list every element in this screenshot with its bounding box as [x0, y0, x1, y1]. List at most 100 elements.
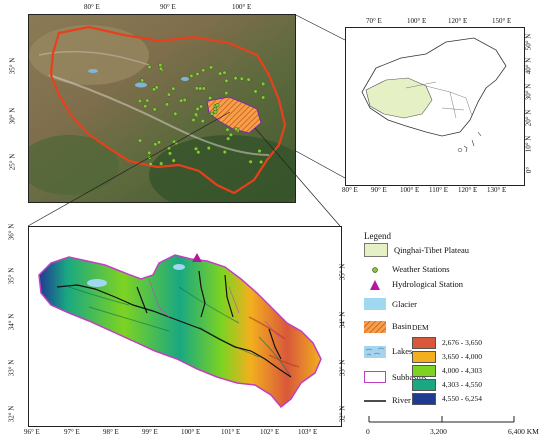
weather-station-dot	[213, 109, 218, 114]
weather-station-dot	[156, 140, 162, 145]
weather-station-icon	[364, 263, 386, 275]
weather-station-dot	[193, 112, 199, 117]
weather-station-dot	[137, 98, 142, 104]
weather-station-dot	[151, 87, 157, 92]
basin-outline	[38, 254, 322, 409]
legend-item-river: River	[364, 394, 411, 406]
weather-station-dot	[253, 89, 258, 94]
scale-label-0: 0	[366, 427, 370, 436]
inset-top-tick-1: 70° E	[366, 17, 382, 25]
weather-station-dot	[261, 95, 266, 100]
dem-class-swatch	[412, 392, 436, 405]
legend-label-hydro: Hydrological Station	[392, 279, 464, 289]
weather-station-dot	[200, 119, 205, 124]
river-line-icon	[364, 394, 386, 406]
weather-station-dot	[228, 132, 233, 137]
tl-x-tick-2: 90° E	[160, 3, 176, 11]
basin-yl-tick-5: 32° N	[7, 405, 16, 423]
weather-station-dot	[147, 65, 152, 70]
weather-station-dot	[158, 63, 163, 68]
weather-station-dot	[206, 146, 211, 151]
scale-label-mid: 3,200	[430, 427, 447, 436]
basin-swatch	[364, 320, 386, 333]
weather-station-dot	[148, 162, 153, 167]
weather-station-dot	[193, 146, 199, 151]
weather-station-dot	[153, 142, 158, 147]
weather-station-dot	[171, 86, 176, 91]
weather-station-dot	[209, 65, 214, 70]
weather-station-dot	[222, 70, 227, 75]
weather-station-dot	[209, 111, 214, 116]
weather-station-dot	[145, 98, 150, 103]
weather-station-dot	[199, 104, 204, 109]
weather-station-dot	[154, 85, 159, 90]
inset-bottom-tick-5: 120° E	[458, 186, 478, 194]
legend-label-river: River	[392, 395, 411, 405]
basin-x-tick-8: 103° E	[298, 428, 318, 436]
scale-bar	[368, 416, 515, 423]
legend-item-glacier: Glacier	[364, 298, 417, 310]
legend-label-lakes: Lakes	[392, 346, 413, 356]
weather-station-dot	[246, 77, 251, 82]
inset-bottom-tick-4: 110° E	[429, 186, 449, 194]
weather-station-dot	[226, 136, 231, 141]
inset-y-tick-4: 20° N	[524, 109, 533, 127]
basin-dem-map	[28, 226, 342, 427]
weather-station-dot	[208, 95, 213, 101]
hydrological-station-marker	[192, 253, 202, 262]
lakes-swatch	[364, 345, 386, 358]
legend-item-weather: Weather Stations	[364, 263, 450, 275]
dem-title: DEM	[412, 323, 429, 332]
basin-x-tick-7: 102° E	[260, 428, 280, 436]
basin-yl-tick-2: 35° N	[7, 267, 16, 285]
weather-station-dot	[179, 98, 184, 103]
legend-item-plateau: Qinghai-Tibet Plateau	[364, 243, 469, 257]
basin-yl-tick-3: 34° N	[7, 313, 16, 331]
inset-y-tick-6: 0°	[525, 166, 534, 174]
legend-label-plateau: Qinghai-Tibet Plateau	[394, 245, 469, 255]
inset-top-tick-4: 150° E	[492, 17, 512, 25]
tl-x-tick-3: 100° E	[232, 3, 252, 11]
weather-station-dot	[222, 149, 227, 155]
weather-station-dot	[171, 158, 176, 163]
legend-label-subbasins: Subbasins	[392, 372, 427, 382]
legend-item-subbasins: Subbasins	[364, 371, 426, 383]
weather-station-dot	[167, 151, 173, 156]
dem-class-label: 2,676 - 3,650	[442, 338, 482, 347]
dem-class-swatch	[412, 336, 436, 349]
dem-class-label: 4,550 - 6,254	[442, 394, 482, 403]
weather-station-dot	[143, 104, 148, 109]
inset-y-tick-3: 30° N	[524, 83, 533, 101]
legend-label-basin: Basin	[392, 321, 412, 331]
inset-bottom-tick-6: 130° E	[487, 186, 507, 194]
weather-station-dot	[166, 92, 171, 97]
plateau-swatch	[364, 243, 388, 257]
legend-title: Legend	[364, 231, 391, 241]
dem-class-row: 4,550 - 6,254	[412, 392, 482, 405]
weather-station-dot	[191, 117, 196, 123]
weather-station-dot	[233, 76, 238, 81]
weather-station-dot	[195, 71, 200, 77]
basin-yl-tick-1: 36° N	[7, 223, 16, 241]
legend-item-hydro: Hydrological Station	[364, 278, 463, 290]
weather-station-dot	[224, 78, 229, 83]
legend-label-glacier: Glacier	[392, 299, 418, 309]
china-outline	[361, 37, 507, 153]
dem-class-swatch	[412, 378, 436, 391]
basin-yr-tick-2: 34° N	[338, 311, 347, 329]
inset-y-tick-1: 50° N	[524, 33, 533, 51]
weather-station-dot	[248, 159, 253, 164]
basin-yr-tick-4: 32° N	[338, 405, 347, 423]
basin-x-tick-3: 98° E	[103, 428, 119, 436]
weather-station-dot	[195, 106, 200, 111]
dem-class-row: 3,650 - 4,000	[412, 350, 482, 363]
dem-class-label: 4,303 - 4,550	[442, 380, 482, 389]
weather-station-dot	[259, 159, 264, 165]
inset-plateau	[365, 77, 433, 119]
inset-bottom-tick-2: 90° E	[371, 186, 387, 194]
weather-station-dot	[164, 102, 170, 107]
inset-bottom-tick-3: 100° E	[400, 186, 420, 194]
dem-class-swatch	[412, 364, 436, 377]
basin-x-tick-1: 96° E	[24, 428, 40, 436]
